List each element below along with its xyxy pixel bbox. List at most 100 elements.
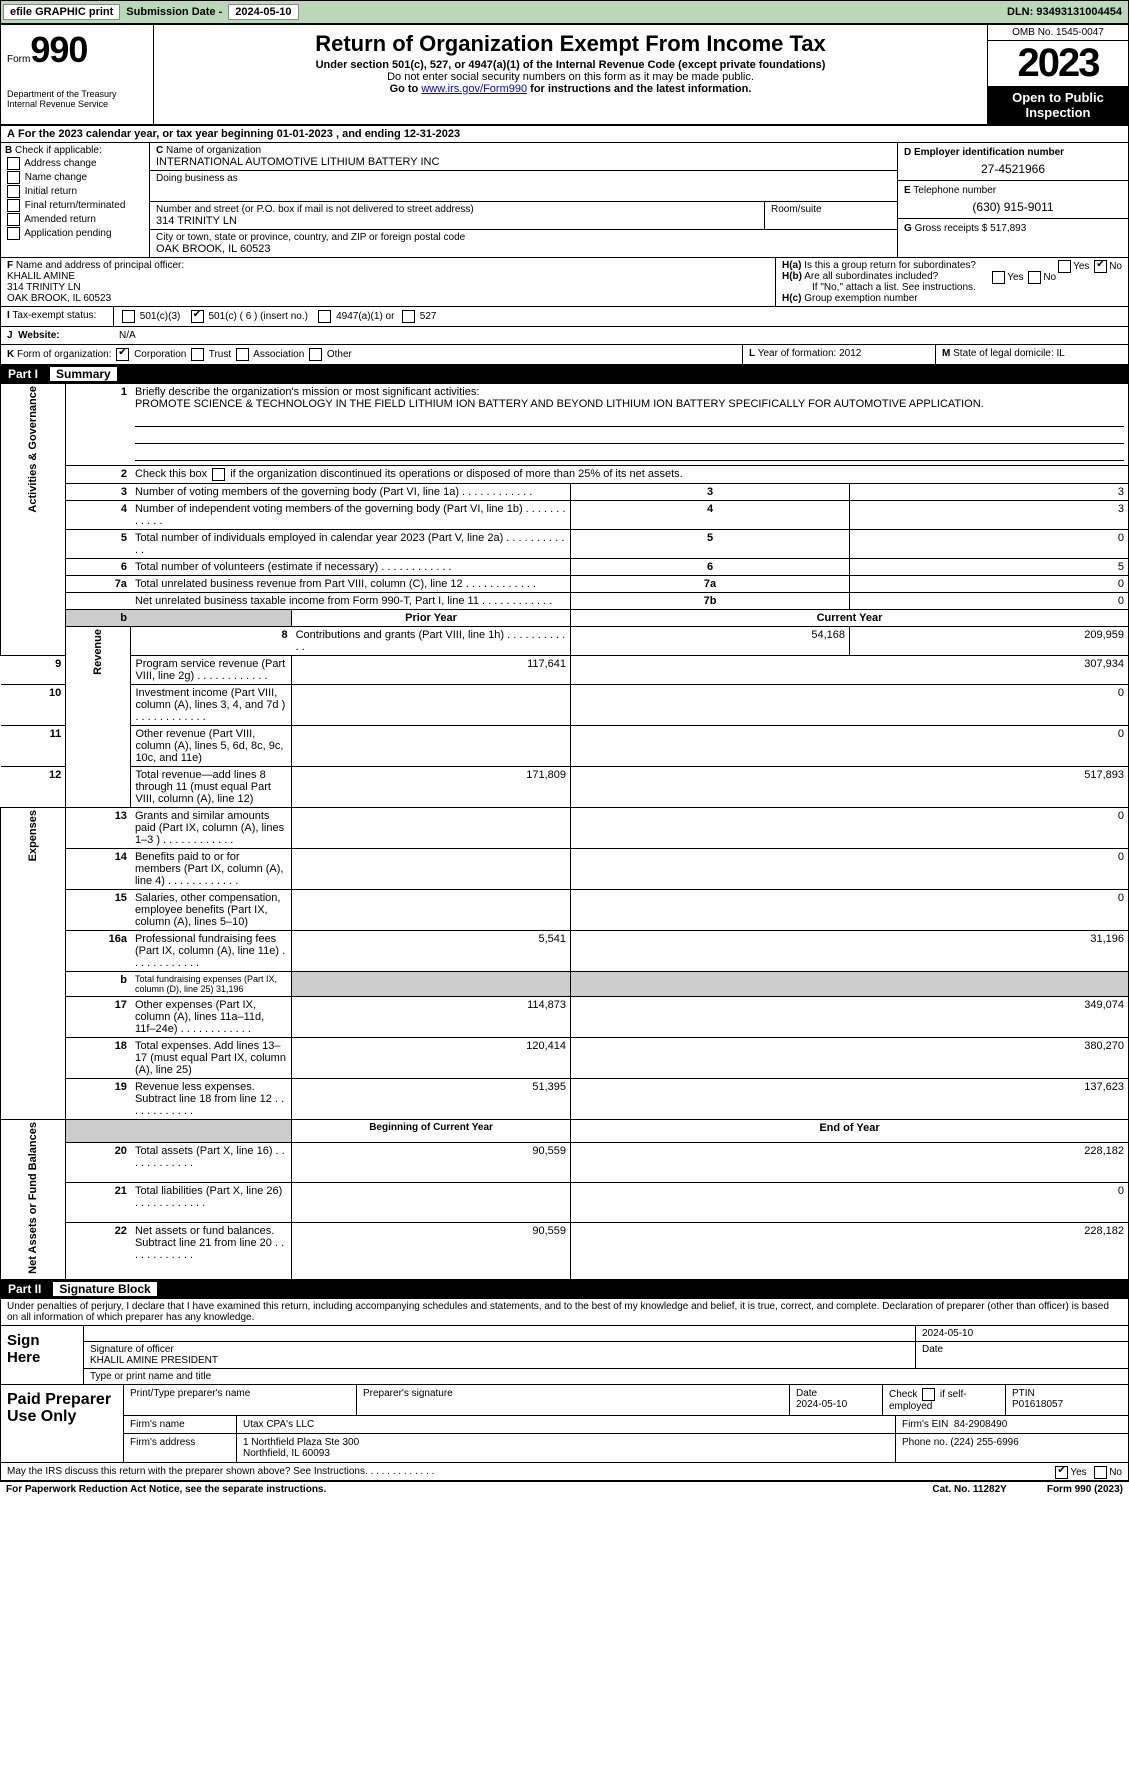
submission-date: 2024-05-10 — [228, 4, 298, 20]
firm-name: Utax CPA's LLC — [237, 1416, 896, 1433]
ck-4947[interactable] — [318, 310, 331, 323]
ln16a-c: 31,196 — [571, 931, 1129, 972]
gross-value: 517,893 — [990, 223, 1026, 234]
ck-corp[interactable] — [116, 348, 129, 361]
f-label: Name and address of principal officer: — [16, 260, 184, 271]
ln6-v: 5 — [849, 559, 1128, 576]
ln22: 22 — [66, 1223, 131, 1280]
ln11-c: 0 — [571, 726, 1129, 767]
firm-name-label: Firm's name — [124, 1416, 237, 1433]
ck-amended-return[interactable] — [7, 213, 20, 226]
line-a: A For the 2023 calendar year, or tax yea… — [1, 126, 1128, 142]
ln9-d: Program service revenue (Part VIII, line… — [131, 656, 292, 685]
ck-address-change[interactable] — [7, 157, 20, 170]
city-label: City or town, state or province, country… — [156, 232, 891, 243]
ln3-d: Number of voting members of the governin… — [131, 484, 571, 501]
ln17: 17 — [66, 997, 131, 1038]
ln15-c: 0 — [571, 890, 1129, 931]
i-label: Tax-exempt status: — [12, 310, 96, 321]
ln3-box: 3 — [571, 484, 850, 501]
entity-block: A For the 2023 calendar year, or tax yea… — [0, 125, 1129, 365]
preparer-sig-label: Preparer's signature — [357, 1385, 790, 1415]
ln15-d: Salaries, other compensation, employee b… — [131, 890, 292, 931]
ln21-p — [292, 1183, 571, 1223]
ln16b-d: Total fundraising expenses (Part IX, col… — [131, 972, 292, 997]
i-j-row: I Tax-exempt status: 501(c)(3) 501(c) ( … — [1, 306, 1128, 326]
ln16b: b — [66, 972, 131, 997]
org-city: OAK BROOK, IL 60523 — [156, 243, 271, 255]
ln13-c: 0 — [571, 808, 1129, 849]
phone-value: (630) 915-9011 — [904, 200, 1122, 214]
open-to-public: Open to Public Inspection — [988, 86, 1128, 124]
room-label: Room/suite — [771, 204, 822, 215]
mission-text: PROMOTE SCIENCE & TECHNOLOGY IN THE FIEL… — [135, 398, 984, 410]
ha-label: Is this a group return for subordinates? — [804, 260, 976, 271]
ck-initial-return[interactable] — [7, 185, 20, 198]
hb-no[interactable] — [1028, 271, 1041, 284]
ln5-d: Total number of individuals employed in … — [131, 530, 571, 559]
org-address: 314 TRINITY LN — [156, 215, 237, 227]
ln14-c: 0 — [571, 849, 1129, 890]
m-label: State of legal domicile: — [953, 348, 1054, 359]
officer-addr: 314 TRINITY LN — [7, 282, 81, 293]
ha-yes[interactable] — [1058, 260, 1071, 273]
irs-link[interactable]: www.irs.gov/Form990 — [421, 83, 527, 95]
ck-trust[interactable] — [191, 348, 204, 361]
firm-phone: (224) 255-6996 — [950, 1437, 1018, 1448]
ln19-d: Revenue less expenses. Subtract line 18 … — [131, 1079, 292, 1120]
discuss-no[interactable] — [1094, 1466, 1107, 1479]
ck-final-return[interactable] — [7, 199, 20, 212]
summary-table: Activities & Governance 1 Briefly descri… — [0, 383, 1129, 1280]
ln9-c: 307,934 — [571, 656, 1129, 685]
ln18-p: 120,414 — [292, 1038, 571, 1079]
goto-suffix: for instructions and the latest informat… — [530, 83, 751, 95]
form-word: Form — [7, 54, 30, 65]
treasury-dept: Department of the Treasury Internal Reve… — [7, 89, 147, 109]
part-i-header: Part I Summary — [0, 365, 1129, 383]
ck-application-pending[interactable] — [7, 227, 20, 240]
ln5: 5 — [66, 530, 131, 559]
ln19-c: 137,623 — [571, 1079, 1129, 1120]
discuss-row: May the IRS discuss this return with the… — [1, 1462, 1128, 1480]
ln21: 21 — [66, 1183, 131, 1223]
sig-date-label: Date — [916, 1342, 1128, 1368]
ck-other[interactable] — [309, 348, 322, 361]
ln7a: 7a — [66, 576, 131, 593]
ln18-c: 380,270 — [571, 1038, 1129, 1079]
ck-527[interactable] — [402, 310, 415, 323]
ln6: 6 — [66, 559, 131, 576]
ck-501c[interactable] — [191, 310, 204, 323]
sign-here-label: Sign Here — [1, 1326, 84, 1384]
b-opt-1: Name change — [25, 172, 87, 183]
ck-name-change[interactable] — [7, 171, 20, 184]
part-ii-title: Signature Block — [53, 1282, 156, 1296]
ln5-box: 5 — [571, 530, 850, 559]
i-opt1: 501(c)(3) — [140, 311, 181, 322]
ln8-d: Contributions and grants (Part VIII, lin… — [292, 627, 571, 656]
ck-self-employed[interactable] — [922, 1388, 935, 1401]
goto-label: Go to — [390, 83, 422, 95]
ln16b-c — [571, 972, 1129, 997]
ln4-v: 3 — [849, 501, 1128, 530]
website-value: N/A — [113, 327, 142, 344]
k-assoc: Association — [253, 349, 304, 360]
col-c-entity: C Name of organization INTERNATIONAL AUT… — [150, 143, 897, 257]
return-title: Return of Organization Exempt From Incom… — [162, 31, 979, 57]
hb-yes[interactable] — [992, 271, 1005, 284]
type-name-label: Type or print name and title — [84, 1369, 1128, 1384]
ck-discontinued[interactable] — [212, 468, 225, 481]
firm-addr1: 1 Northfield Plaza Ste 300 — [243, 1437, 359, 1448]
ln4: 4 — [66, 501, 131, 530]
discuss-yes[interactable] — [1055, 1466, 1068, 1479]
signature-block: Under penalties of perjury, I declare th… — [0, 1298, 1129, 1481]
side-revenue: Revenue — [92, 629, 104, 675]
ck-501c3[interactable] — [122, 310, 135, 323]
ln20: 20 — [66, 1143, 131, 1183]
addr-label: Number and street (or P.O. box if mail i… — [156, 204, 758, 215]
tax-year: 2023 — [988, 41, 1128, 86]
ck-assoc[interactable] — [236, 348, 249, 361]
col-d-e-g: D Employer identification number 27-4521… — [897, 143, 1128, 257]
ha-no[interactable] — [1094, 260, 1107, 273]
ln3-v: 3 — [849, 484, 1128, 501]
ln21-d: Total liabilities (Part X, line 26) — [131, 1183, 292, 1223]
